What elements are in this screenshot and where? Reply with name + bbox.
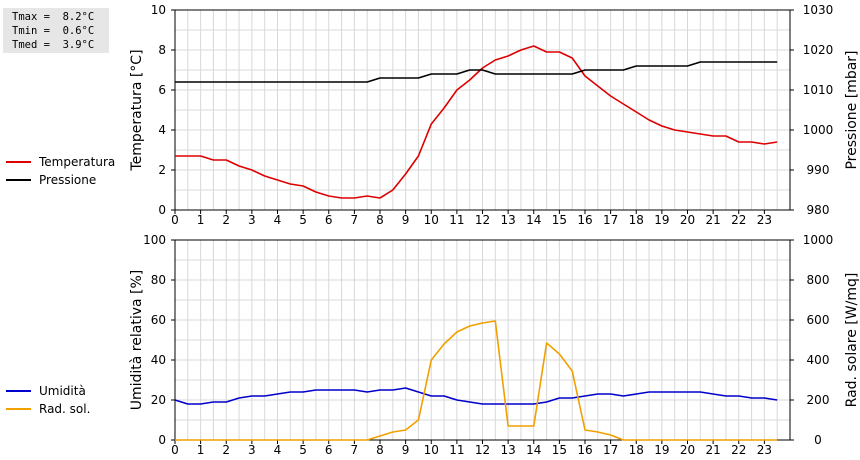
x-tick-label: 1	[197, 443, 205, 457]
x-tick-label: 14	[526, 213, 541, 227]
y2-tick-label: 800	[807, 273, 830, 287]
x-tick-label: 16	[577, 443, 592, 457]
y-tick-label: 4	[158, 123, 166, 137]
x-tick-label: 15	[552, 443, 567, 457]
x-tick-label: 12	[475, 213, 490, 227]
x-tick-label: 10	[424, 213, 439, 227]
y2-tick-label: 0	[814, 433, 822, 447]
y-tick-label: 6	[158, 83, 166, 97]
x-tick-label: 4	[274, 213, 282, 227]
y-tick-label: 10	[151, 3, 166, 17]
x-tick-label: 4	[274, 443, 282, 457]
x-tick-label: 0	[171, 213, 179, 227]
x-tick-label: 3	[248, 443, 256, 457]
x-tick-label: 8	[376, 443, 384, 457]
x-tick-label: 22	[731, 213, 746, 227]
series-line-rad-sol	[175, 320, 778, 441]
chart-panel-1: 0 1 2 3 4 5 6 7 8 9 10 11 12 13 14 15 16 17 18 19 20 21 22 2302…	[6, 3, 860, 227]
x-tick-label: 23	[757, 443, 772, 457]
y2-tick-label: 980	[807, 203, 830, 217]
y2-tick-label: 1000	[803, 123, 834, 137]
x-tick-label: 6	[325, 213, 333, 227]
x-tick-label: 10	[424, 443, 439, 457]
x-tick-label: 17	[603, 213, 618, 227]
x-tick-label: 9	[402, 213, 410, 227]
x-tick-label: 16	[577, 213, 592, 227]
y-axis-title: Umidità relativa [%]	[129, 270, 145, 411]
x-tick-label: 2	[222, 213, 230, 227]
x-tick-label: 12	[475, 443, 490, 457]
legend-label: Temperatura	[38, 155, 115, 169]
x-tick-label: 19	[654, 443, 669, 457]
y-tick-label: 8	[158, 43, 166, 57]
x-tick-label: 15	[552, 213, 567, 227]
x-tick-label: 17	[603, 443, 618, 457]
x-tick-label: 3	[248, 213, 256, 227]
x-tick-label: 19	[654, 213, 669, 227]
series-line-pressione	[175, 61, 778, 83]
x-tick-label: 14	[526, 443, 541, 457]
x-tick-label: 7	[351, 213, 359, 227]
stat-tmed: Tmed = 3.9°C	[12, 39, 95, 51]
x-tick-label: 1	[197, 213, 205, 227]
y2-tick-label: 990	[807, 163, 830, 177]
stat-tmax: Tmax = 8.2°C	[12, 11, 95, 23]
y2-tick-label: 400	[807, 353, 830, 367]
stat-tmin: Tmin = 0.6°C	[12, 25, 95, 37]
x-tick-label: 8	[376, 213, 384, 227]
y2-axis-title: Rad. solare [W/mq]	[844, 273, 860, 408]
x-tick-label: 0	[171, 443, 179, 457]
x-tick-label: 18	[629, 213, 644, 227]
stats-box: Tmax = 8.2°C Tmin = 0.6°C Tmed = 3.9°C	[3, 8, 109, 53]
x-tick-label: 7	[351, 443, 359, 457]
x-tick-label: 5	[299, 443, 307, 457]
x-tick-label: 20	[680, 213, 695, 227]
x-tick-label: 23	[757, 213, 772, 227]
x-tick-label: 11	[449, 443, 464, 457]
x-tick-label: 22	[731, 443, 746, 457]
x-tick-label: 13	[500, 213, 515, 227]
x-tick-label: 9	[402, 443, 410, 457]
x-tick-label: 21	[705, 213, 720, 227]
y-tick-label: 2	[158, 163, 166, 177]
legend-label: Rad. sol.	[39, 402, 90, 416]
x-tick-label: 13	[500, 443, 515, 457]
y2-axis-title: Pressione [mbar]	[844, 50, 860, 169]
x-tick-label: 2	[222, 443, 230, 457]
legend-label: Pressione	[39, 173, 96, 187]
x-tick-label: 20	[680, 443, 695, 457]
y2-tick-label: 1000	[803, 233, 834, 247]
y2-tick-label: 1030	[803, 3, 834, 17]
y-tick-label: 40	[151, 353, 166, 367]
series-line-temperatura	[175, 45, 778, 199]
x-tick-label: 6	[325, 443, 333, 457]
y2-tick-label: 1010	[803, 83, 834, 97]
x-tick-label: 18	[629, 443, 644, 457]
x-tick-label: 5	[299, 213, 307, 227]
y-tick-label: 0	[158, 433, 166, 447]
y-axis-title: Temperatura [°C]	[129, 49, 145, 171]
y-tick-label: 0	[158, 203, 166, 217]
y-tick-label: 100	[143, 233, 166, 247]
y2-tick-label: 200	[807, 393, 830, 407]
chart-panel-2: 0 1 2 3 4 5 6 7 8 9 10 11 12 13 14 15 16 17 18 19 20 21 22 2302…	[6, 233, 860, 457]
y-tick-label: 80	[151, 273, 166, 287]
grid	[175, 240, 790, 440]
y2-tick-label: 600	[807, 313, 830, 327]
series-line-umidit	[174, 387, 778, 405]
legend-label: Umidità	[39, 384, 86, 398]
y-tick-label: 60	[151, 313, 166, 327]
y-tick-label: 20	[151, 393, 166, 407]
x-tick-label: 21	[705, 443, 720, 457]
grid	[175, 10, 790, 210]
x-tick-label: 11	[449, 213, 464, 227]
y2-tick-label: 1020	[803, 43, 834, 57]
